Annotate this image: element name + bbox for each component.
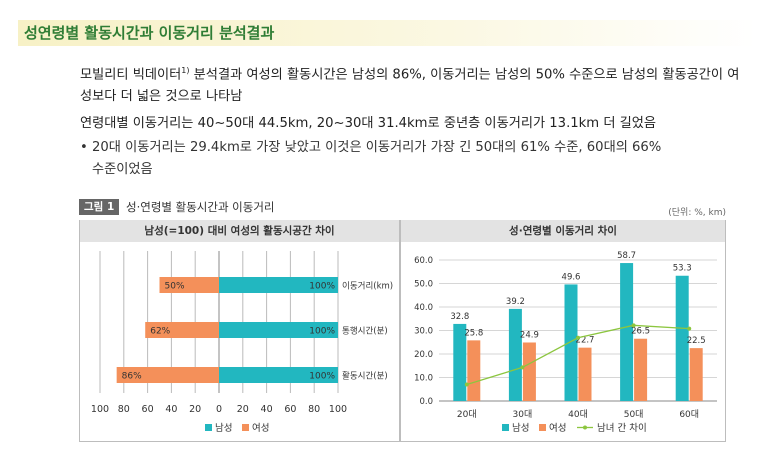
legend-swatch-men — [205, 424, 212, 431]
figure-badge: 그림 1 — [79, 199, 120, 215]
bullet-mark: • — [80, 140, 88, 155]
summary-text-a: 모빌리티 빅데이터 — [80, 67, 182, 83]
line-point-difference — [576, 335, 580, 340]
right-chart-title: 성·연령별 이동거리 차이 — [401, 220, 725, 242]
data-label-women: 22.5 — [687, 336, 706, 346]
left-chart: 100 80 60 40 20 0 20 40 60 80 100 50% 100% 이동거리(km) 62… — [91, 251, 393, 434]
category-label: 통행시간(분) — [342, 326, 388, 337]
data-label-women: 26.5 — [631, 327, 650, 337]
x-tick-label: 60 — [284, 404, 296, 415]
x-tick-label: 0 — [216, 404, 222, 415]
category-label: 활동시간(분) — [342, 371, 388, 382]
data-label-men: 100% — [309, 327, 335, 337]
x-tick-label: 40대 — [568, 409, 588, 420]
data-label-women: 62% — [150, 327, 170, 337]
bar-women — [145, 322, 219, 338]
legend-marker-difference — [583, 425, 587, 430]
x-tick-label: 60대 — [679, 409, 699, 420]
bar-women — [116, 367, 219, 383]
y-tick-label: 50.0 — [414, 280, 433, 290]
data-label-men: 58.7 — [617, 251, 636, 261]
legend-label-men: 남성 — [215, 423, 232, 434]
x-tick-label: 100 — [329, 404, 347, 415]
x-tick-label: 80 — [118, 404, 130, 415]
x-tick-label: 20대 — [457, 409, 477, 420]
x-tick-label: 20 — [189, 404, 201, 415]
bar-women — [467, 340, 481, 401]
y-tick-label: 40.0 — [414, 303, 433, 313]
unit-note: (단위: %, km) — [668, 208, 726, 218]
y-tick-label: 30.0 — [414, 327, 433, 337]
data-label-men: 100% — [309, 282, 335, 292]
data-label-men: 49.6 — [562, 272, 581, 282]
bar-women — [159, 277, 219, 293]
x-tick-label: 40 — [165, 404, 177, 415]
x-tick-label: 100 — [91, 404, 109, 415]
bar-men — [219, 367, 338, 383]
bar-men — [564, 284, 578, 401]
category-label: 이동거리(km) — [342, 281, 393, 292]
left-chart-title: 남성(=100) 대비 여성의 활동시공간 차이 — [80, 220, 399, 242]
data-label-women: 24.9 — [520, 330, 539, 340]
bar-women — [634, 338, 648, 401]
line-point-difference — [520, 365, 525, 370]
bar-women — [522, 342, 536, 401]
data-label-men: 39.2 — [506, 297, 525, 307]
x-tick-label: 50대 — [624, 409, 644, 420]
y-tick-label: 60.0 — [414, 256, 433, 266]
right-chart: 0.0 10.0 20.0 30.0 40.0 50.0 60.0 32.8 25.8 20대 39… — [414, 251, 717, 434]
data-label-women: 86% — [122, 372, 142, 382]
bar-men — [620, 263, 634, 401]
line-point-difference — [631, 323, 636, 328]
bullet-line-1: 20대 이동거리는 29.4km로 가장 낮았고 이것은 이동거리가 가장 긴 … — [92, 140, 662, 155]
y-tick-label: 0.0 — [419, 397, 433, 407]
x-tick-label: 20 — [237, 404, 249, 415]
x-tick-label: 80 — [308, 404, 320, 415]
bar-women — [578, 347, 592, 401]
y-tick-label: 10.0 — [414, 374, 433, 384]
legend-label-difference: 남녀 간 차이 — [597, 422, 647, 434]
data-label-men: 32.8 — [450, 312, 469, 322]
x-tick-label: 30대 — [513, 409, 533, 420]
bar-men — [453, 323, 467, 401]
line-point-difference — [464, 382, 469, 387]
bullet-line-2: 수준이었음 — [92, 162, 153, 177]
bar-men — [219, 322, 338, 338]
series-line-difference — [466, 324, 690, 386]
bar-men — [508, 308, 522, 401]
figure-title: 성·연령별 활동시간과 이동거리 — [126, 200, 275, 214]
legend-label-women: 여성 — [252, 422, 269, 434]
section-title-bar — [18, 20, 756, 46]
y-tick-label: 20.0 — [414, 350, 433, 360]
section-title: 성연령별 활동시간과 이동거리 분석결과 — [24, 24, 275, 42]
age-distance-paragraph: 연령대별 이동거리는 40~50대 44.5km, 20~30대 31.4km로… — [80, 116, 657, 131]
data-label-men: 53.3 — [673, 264, 692, 274]
data-label-women: 22.7 — [576, 336, 595, 346]
legend-label-men: 남성 — [512, 423, 529, 434]
legend-swatch-women — [242, 424, 249, 431]
line-point-difference — [687, 326, 692, 331]
bar-men — [675, 275, 689, 401]
bullet-paragraph: • 20대 이동거리는 29.4km로 가장 낮았고 이것은 이동거리가 가장 긴… — [80, 137, 740, 181]
summary-text-b: 분석결과 여성의 활동시간은 남성의 86%, 이동거리는 남성의 50% 수준… — [80, 67, 740, 105]
data-label-women: 25.8 — [464, 328, 483, 338]
legend-label-women: 여성 — [549, 422, 566, 434]
x-tick-label: 40 — [261, 404, 273, 415]
legend-swatch-women — [539, 424, 546, 431]
data-label-women: 50% — [165, 282, 185, 292]
bar-women — [689, 348, 703, 401]
bar-men — [219, 277, 338, 293]
legend-swatch-men — [502, 424, 509, 431]
data-label-men: 100% — [309, 372, 335, 382]
summary-paragraph: 모빌리티 빅데이터1) 분석결과 여성의 활동시간은 남성의 86%, 이동거리… — [80, 60, 740, 108]
x-tick-label: 60 — [142, 404, 154, 415]
footnote-marker: 1) — [181, 66, 190, 75]
